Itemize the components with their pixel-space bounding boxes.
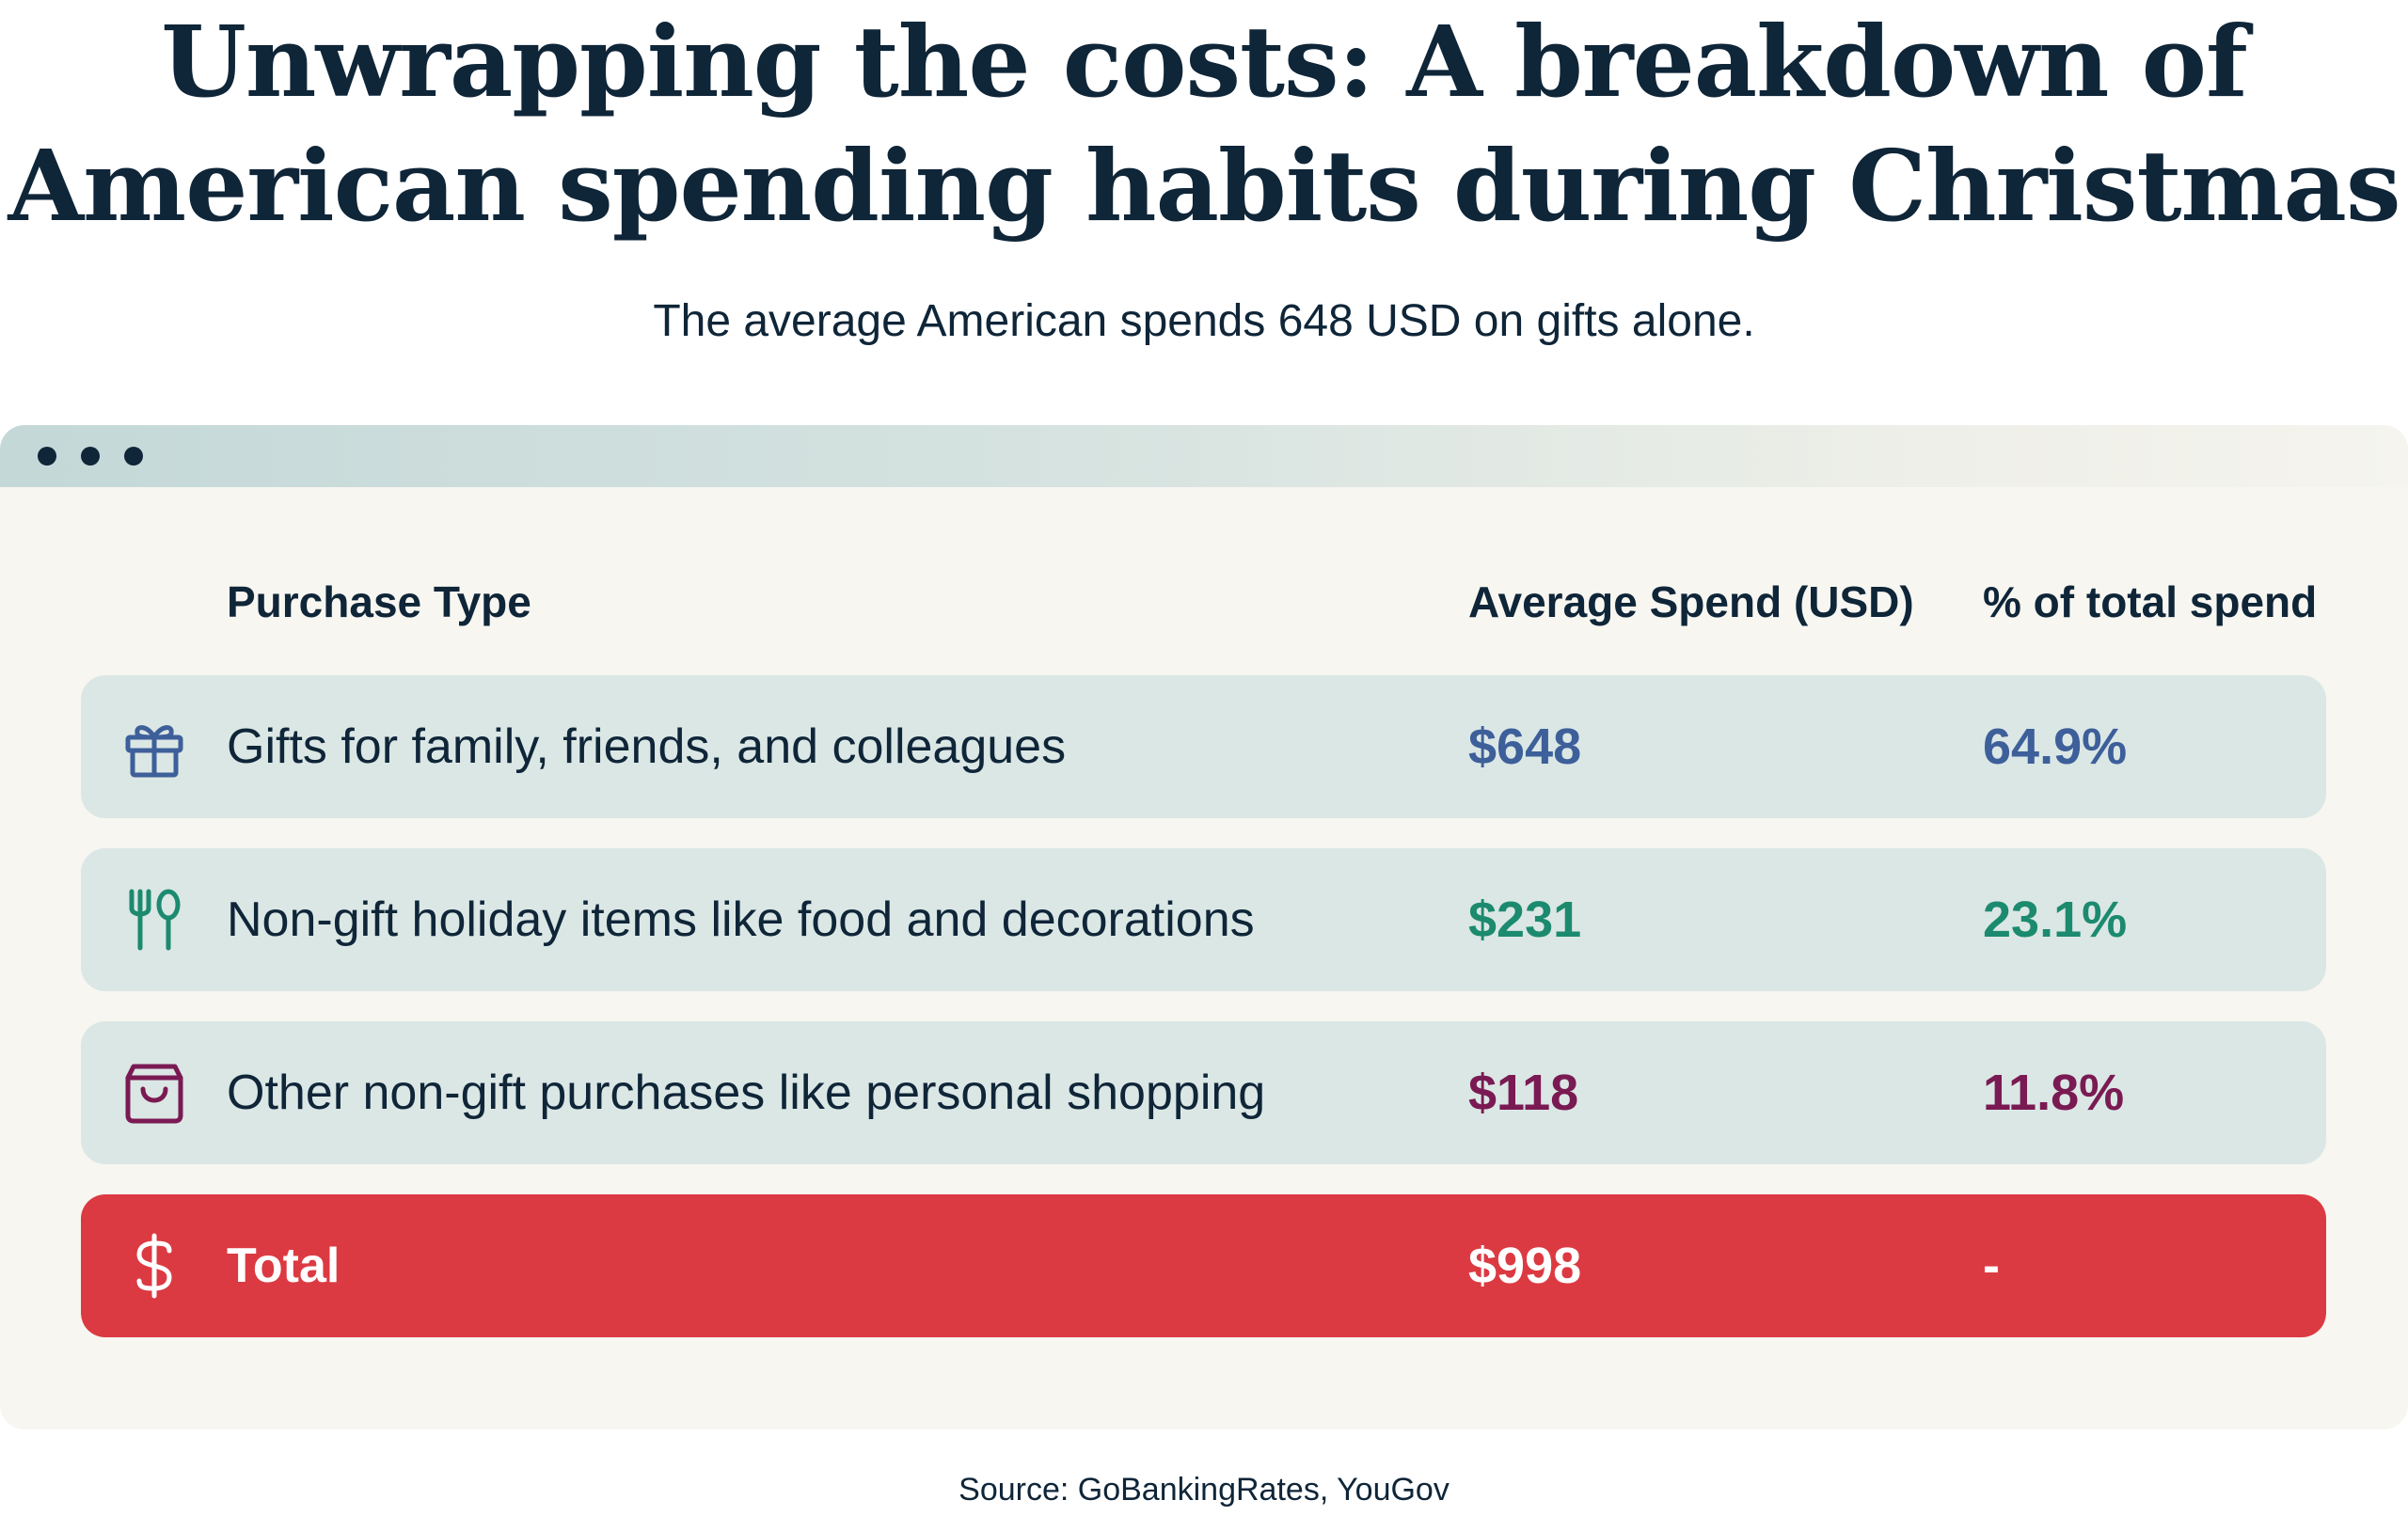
window-dot-icon bbox=[81, 447, 100, 466]
row-amount: $118 bbox=[1468, 1065, 1579, 1121]
source-note: Source: GoBankingRates, YouGov bbox=[958, 1472, 1450, 1508]
shopping-bag-icon bbox=[120, 1059, 188, 1127]
window-dot-icon bbox=[38, 447, 56, 466]
table-row: Non-gift holiday items like food and dec… bbox=[81, 848, 2326, 991]
row-label: Non-gift holiday items like food and dec… bbox=[227, 892, 1255, 947]
dollar-icon bbox=[120, 1232, 188, 1300]
title-line-1: Unwrapping the costs: A breakdown of bbox=[161, 4, 2248, 119]
row-label: Gifts for family, friends, and colleague… bbox=[227, 719, 1067, 774]
total-label: Total bbox=[227, 1239, 341, 1293]
gift-icon bbox=[120, 713, 188, 781]
header-purchase-type: Purchase Type bbox=[227, 577, 531, 626]
header-percent-total: % of total spend bbox=[1983, 577, 2318, 626]
row-percent: 64.9% bbox=[1983, 719, 2128, 775]
header-average-spend: Average Spend (USD) bbox=[1468, 577, 1914, 626]
table-row: Other non-gift purchases like personal s… bbox=[81, 1021, 2326, 1164]
row-percent: 11.8% bbox=[1983, 1065, 2125, 1121]
total-amount: $998 bbox=[1468, 1238, 1582, 1294]
row-amount: $231 bbox=[1468, 892, 1582, 948]
title-line-2: American spending habits during Christma… bbox=[8, 128, 2400, 244]
total-row: Total $998 - bbox=[81, 1194, 2326, 1337]
page-title: Unwrapping the costs: A breakdown of Amer… bbox=[0, 0, 2408, 248]
row-percent: 23.1% bbox=[1983, 892, 2128, 948]
window-title-bar bbox=[0, 425, 2408, 487]
fork-spoon-icon bbox=[120, 886, 188, 954]
row-label: Other non-gift purchases like personal s… bbox=[227, 1066, 1266, 1120]
subtitle: The average American spends 648 USD on g… bbox=[653, 296, 1755, 346]
table-row: Gifts for family, friends, and colleague… bbox=[81, 675, 2326, 818]
total-percent: - bbox=[1983, 1238, 2000, 1294]
window-dot-icon bbox=[124, 447, 143, 466]
row-amount: $648 bbox=[1468, 719, 1582, 775]
